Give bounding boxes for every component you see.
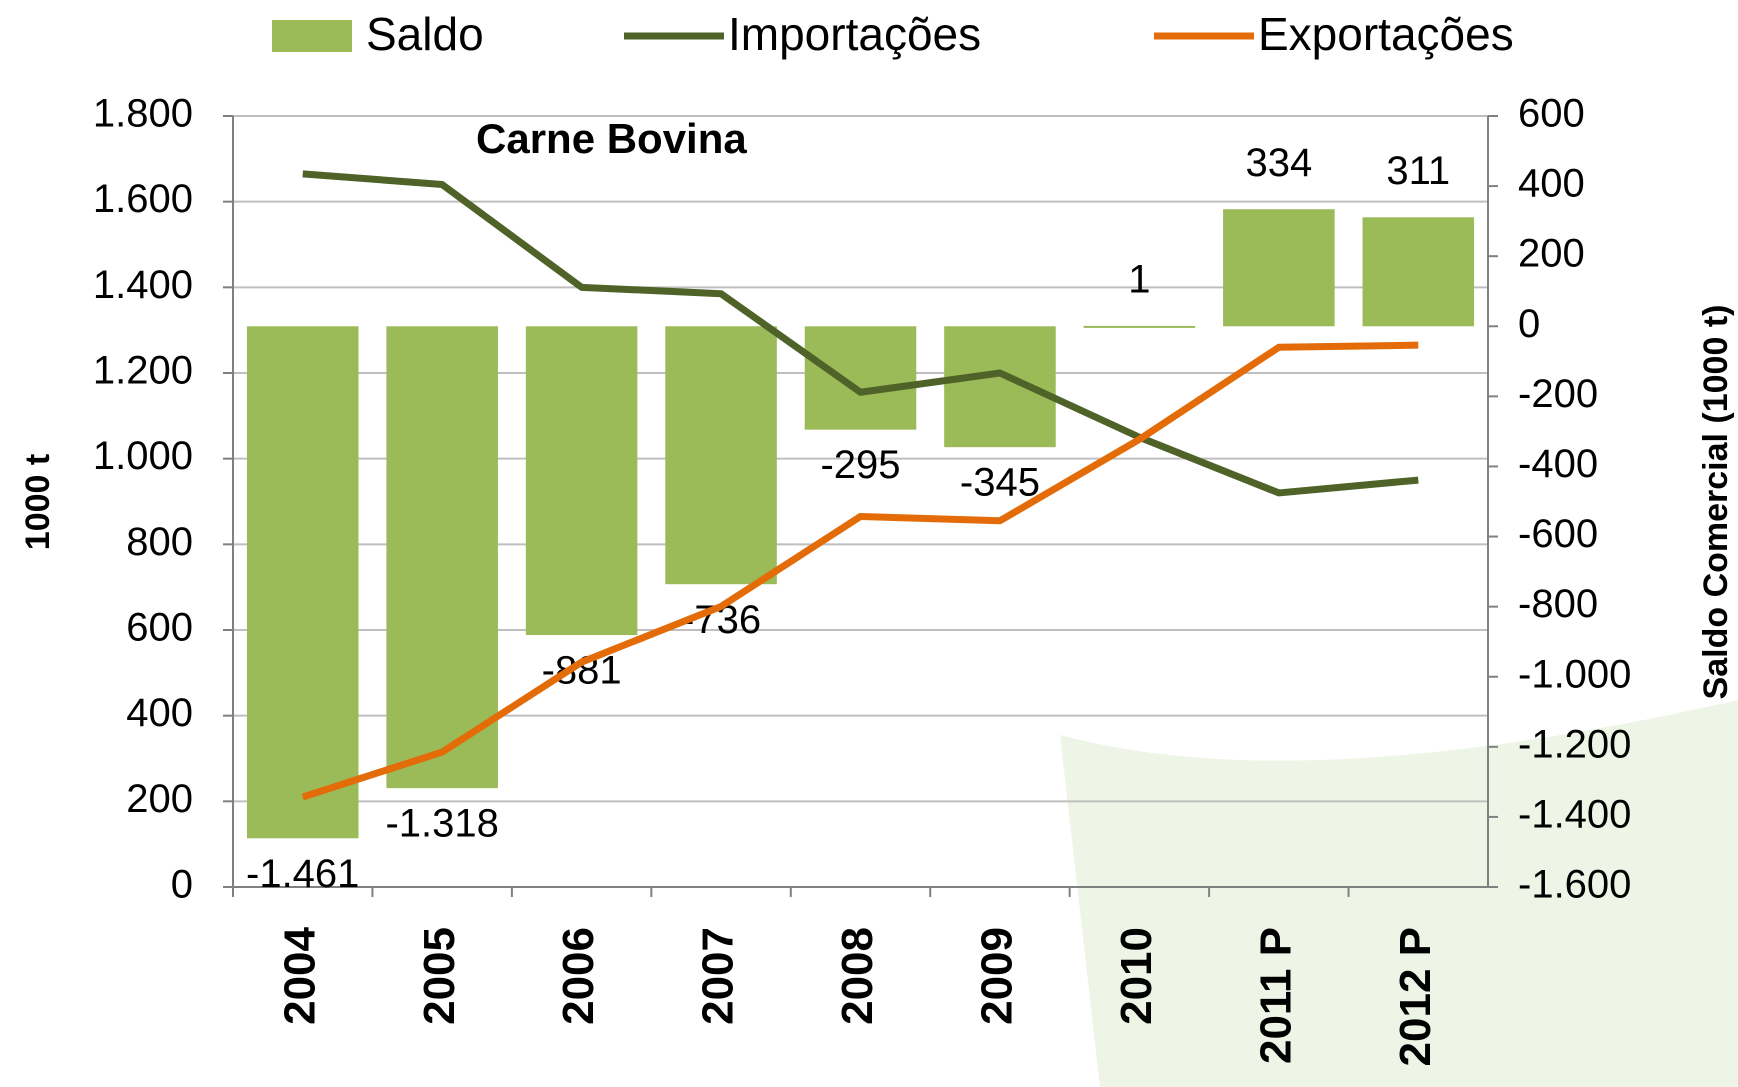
y-tick-label: 1.600 [93, 177, 193, 221]
chart: Carne Bovina 1000 t Saldo Comercial (100… [0, 0, 1738, 1087]
y2-axis-title: Saldo Comercial (1000 t) [1697, 305, 1735, 700]
y2-tick-label: 0 [1518, 302, 1540, 346]
y2-tick-label: -1.000 [1518, 652, 1631, 696]
data-label: 1 [1128, 257, 1150, 301]
y2-tick-label: -1.400 [1518, 792, 1631, 836]
x-tick-label: 2006 [554, 927, 603, 1025]
legend-swatch [272, 20, 352, 52]
y-tick-label: 800 [126, 520, 193, 564]
x-tick-label: 2008 [833, 927, 882, 1025]
bar [1084, 326, 1196, 328]
y2-tick-label: -600 [1518, 512, 1598, 556]
y2-tick-label: 200 [1518, 232, 1585, 276]
y-tick-label: 1.800 [93, 92, 193, 136]
data-label: -881 [542, 649, 622, 693]
y-tick-label: 600 [126, 606, 193, 650]
data-label: -1.318 [385, 802, 498, 846]
bar [805, 326, 917, 429]
bar [386, 326, 498, 788]
bar [944, 326, 1056, 447]
y2-tick-label: -1.200 [1518, 722, 1631, 766]
x-tick-label: 2011 P [1251, 927, 1300, 1064]
legend-label: Saldo [366, 8, 484, 60]
y-tick-label: 1.200 [93, 349, 193, 393]
y2-tick-label: 600 [1518, 92, 1585, 136]
bar [526, 326, 638, 635]
y-tick-label: 1.000 [93, 434, 193, 478]
data-label: 311 [1386, 149, 1450, 193]
bar [665, 326, 777, 584]
x-tick-label: 2004 [275, 926, 324, 1024]
y2-tick-label: 400 [1518, 162, 1585, 206]
data-label: -1.461 [246, 852, 359, 896]
x-tick-label: 2007 [694, 927, 743, 1025]
y-tick-label: 400 [126, 691, 193, 735]
y-tick-label: 200 [126, 777, 193, 821]
data-label: -295 [820, 443, 900, 487]
x-tick-label: 2012 P [1391, 927, 1440, 1066]
bar [247, 326, 359, 838]
bar [1223, 209, 1335, 326]
y2-tick-label: -400 [1518, 442, 1598, 486]
y2-tick-label: -200 [1518, 372, 1598, 416]
data-label: 334 [1245, 141, 1312, 185]
chart-title: Carne Bovina [476, 115, 747, 162]
x-tick-label: 2010 [1112, 927, 1161, 1025]
page: Carne Bovina 1000 t Saldo Comercial (100… [0, 0, 1738, 1087]
y-axis-title: 1000 t [19, 454, 57, 550]
x-tick-label: 2005 [415, 927, 464, 1025]
bar [1363, 217, 1475, 326]
legend-label: Importações [728, 8, 981, 60]
y-tick-label: 1.400 [93, 263, 193, 307]
data-label: -345 [960, 461, 1040, 505]
y-tick-label: 0 [171, 863, 193, 907]
x-tick-label: 2009 [973, 927, 1022, 1025]
y2-tick-label: -800 [1518, 582, 1598, 626]
legend-label: Exportações [1258, 8, 1514, 60]
y2-tick-label: -1.600 [1518, 863, 1631, 907]
